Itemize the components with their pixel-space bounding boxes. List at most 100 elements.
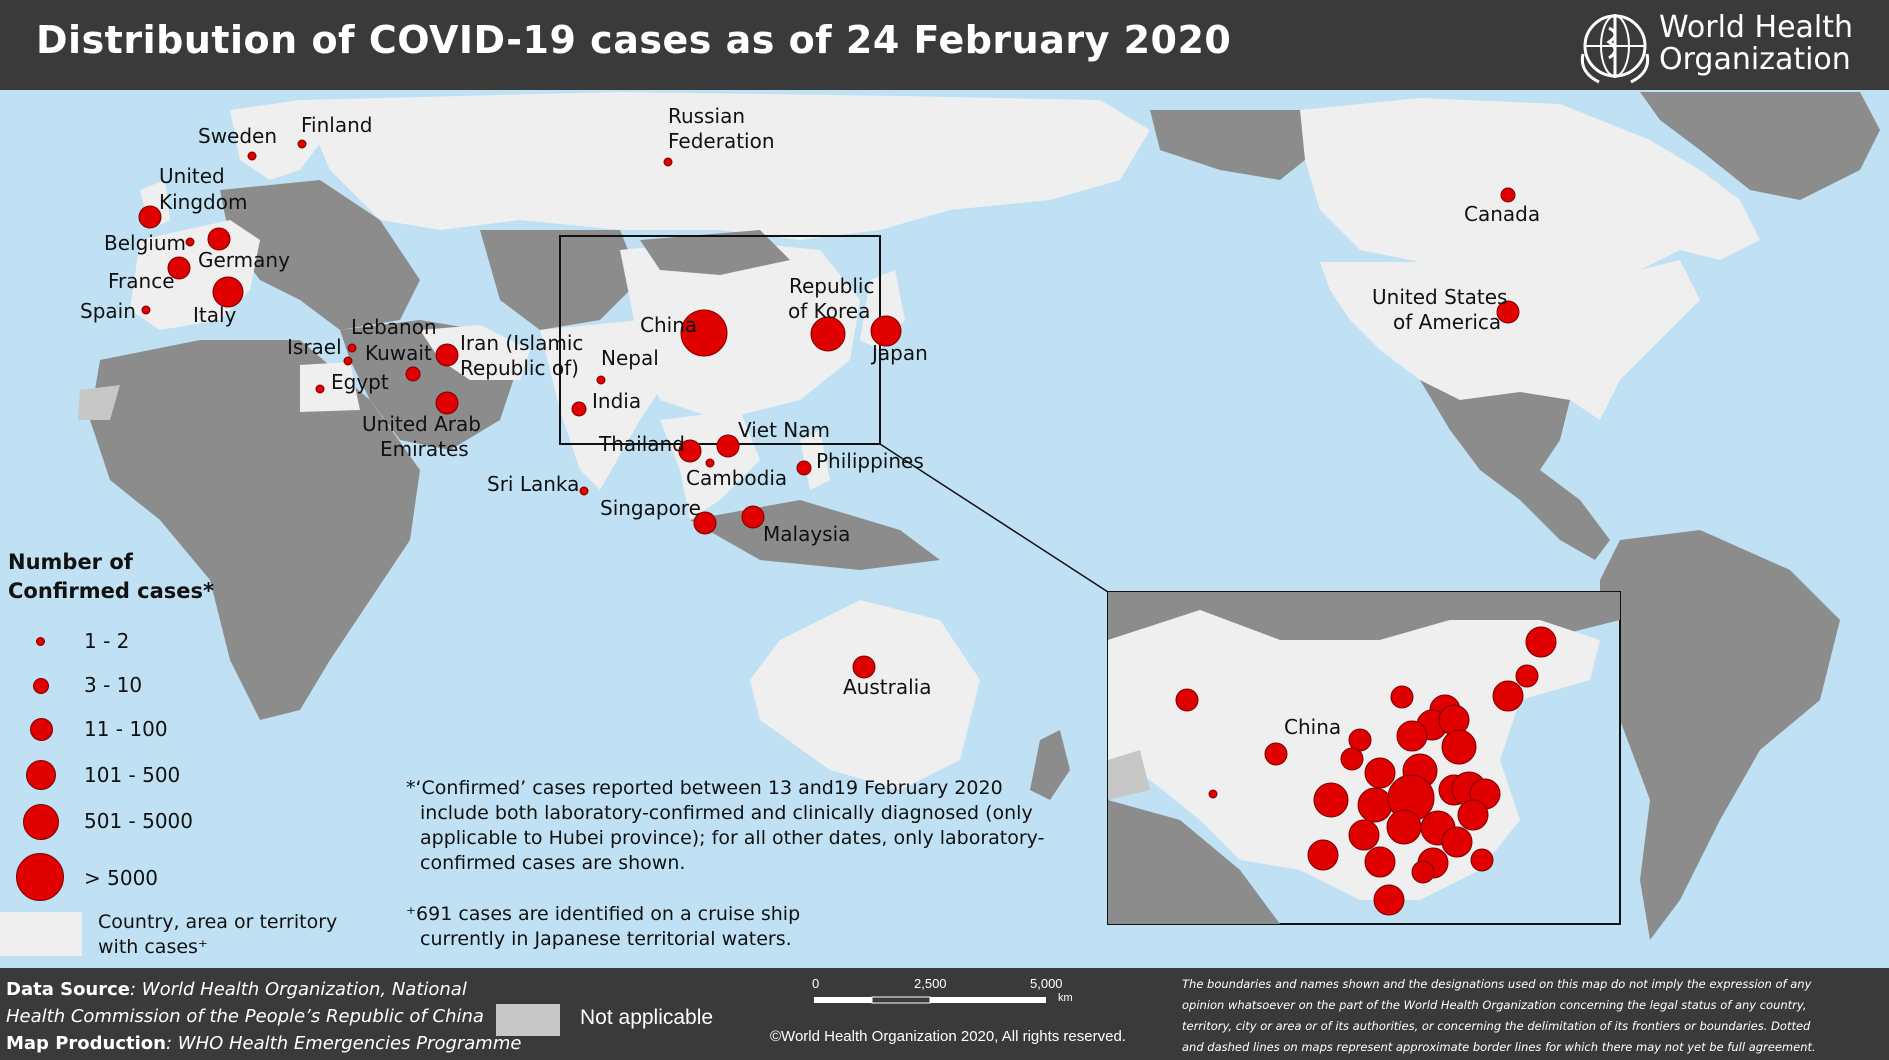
label-usa-2: of America [1393,310,1502,334]
inset-marker [1175,688,1199,712]
label-kuwait: Kuwait [365,341,432,365]
label-canada: Canada [1464,202,1541,226]
world-map [0,90,1889,968]
inset-marker [1396,720,1428,752]
inset-marker [1364,846,1396,878]
marker-japan [870,315,902,347]
legend-with-cases-label: Country, area or territory with cases⁺ [98,910,337,960]
label-sweden: Sweden [198,124,278,148]
label-belgium: Belgium [104,231,186,255]
land-alaska [1150,110,1305,180]
who-emblem-icon [1580,14,1650,84]
marker-singapore [693,511,717,535]
label-india: India [592,389,642,413]
who-name-line1: World Health [1659,10,1854,45]
note-line: applicable to Hubei province); for all o… [420,827,1045,849]
inset-marker [1441,729,1477,765]
marker-russia [663,157,673,167]
marker-malaysia [741,505,765,529]
inset-marker [1340,747,1364,771]
marker-italy [212,276,244,308]
not-applicable-swatch [496,1004,560,1036]
label-uae-1: United Arab [362,412,481,436]
marker-lebanon [347,343,357,353]
land-mongolia [640,230,790,275]
marker-china [680,309,728,357]
label-lebanon: Lebanon [351,315,437,339]
scale-unit: km [1058,992,1073,1004]
scale-label-2: 5,000 [1030,976,1063,991]
case-markers [138,139,1520,679]
marker-finland [297,139,307,149]
land-europe-grey [220,180,420,330]
marker-srilanka [579,486,589,496]
marker-canada [1500,187,1516,203]
who-name-line2: Organization [1659,42,1851,77]
inset-marker [1364,757,1396,789]
disclaimer-line: opinion whatsoever on the part of the Wo… [1182,998,1807,1012]
disclaimer-line: territory, city or area or of its author… [1182,1019,1811,1033]
inset-marker [1492,680,1524,712]
marker-korea [810,316,846,352]
label-russia-2: Federation [668,129,775,153]
legend-dot [23,804,59,840]
label-italy: Italy [193,303,237,327]
label-uae-2: Emirates [380,437,469,461]
legend-label: 3 - 10 [84,673,143,697]
marker-nepal [596,375,606,385]
land-scandinavia [230,100,330,180]
label-inset-china: China [1284,715,1342,739]
legend-dot [36,637,45,646]
label-spain: Spain [80,299,136,323]
land-usa [1320,260,1700,420]
scale-label-1: 2,500 [914,976,947,991]
inset-marker [1411,860,1435,884]
land-egypt [300,362,360,412]
inset-marker [1208,789,1218,799]
inset-marker [1470,848,1494,872]
legend-label: 501 - 5000 [84,809,194,833]
land-mexico [1420,380,1610,560]
inset-connector-line [879,443,1109,593]
inset-marker [1457,799,1489,831]
label-israel: Israel [287,335,342,359]
legend-title-line1: Number of [8,550,133,574]
label-china: China [640,313,698,337]
inset-case-markers [1175,626,1557,916]
note-line: include both laboratory-confirmed and cl… [420,802,1033,824]
label-finland: Finland [301,113,373,137]
inset-marker [1307,839,1339,871]
marker-egypt [315,384,325,394]
label-japan: Japan [872,341,928,365]
marker-cambodia [705,458,715,468]
note-cruise-ship: ⁺691 cases are identified on a cruise sh… [406,902,800,952]
inset-marker [1525,626,1557,658]
disclaimer-line: and dashed lines on maps represent appro… [1182,1040,1816,1054]
legend-dot [16,853,64,901]
data-source-text-2: Health Commission of the People’s Republ… [6,1006,484,1027]
label-singapore: Singapore [600,496,701,520]
legend-with-cases-line2: with cases⁺ [98,936,208,958]
marker-vietnam [716,434,740,458]
inset-marker [1386,809,1422,845]
inset-marker [1264,742,1288,766]
legend-label: 101 - 500 [84,763,181,787]
marker-sweden [247,151,257,161]
land-south-america [1600,530,1840,940]
marker-france [167,256,191,280]
footer-bar: Data Source: World Health Organization, … [0,968,1889,1060]
map-production-text: : WHO Health Emergencies Programme [165,1033,522,1054]
label-usa-1: United States [1372,285,1508,309]
inset-marker [1441,826,1473,858]
marker-uae [435,391,459,415]
label-australia: Australia [843,675,932,699]
legend-title: Number of Confirmed cases* [8,548,214,606]
legend-with-cases-line1: Country, area or territory [98,911,338,933]
legend-dot [30,718,53,741]
label-france: France [108,269,175,293]
marker-iran [435,343,459,367]
legend-dot [26,760,56,790]
inset-marker [1515,664,1539,688]
marker-uk [138,205,162,229]
marker-usa [1496,300,1520,324]
